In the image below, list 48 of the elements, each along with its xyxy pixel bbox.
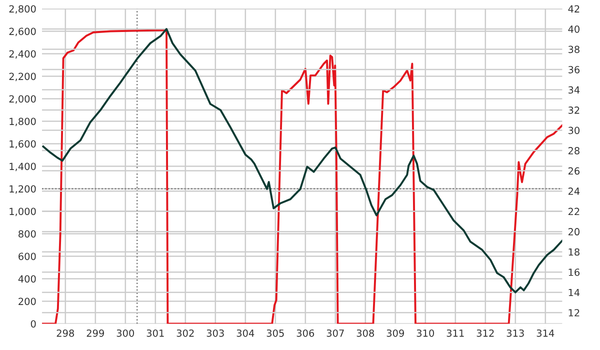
x-tick-label: 299: [86, 329, 104, 337]
x-tick-label: 305: [266, 329, 284, 337]
y2-tick-label: 42: [568, 5, 580, 12]
y-tick-label: 1,400: [10, 162, 36, 172]
y2-tick-label: 30: [568, 126, 580, 134]
y-tick-label: 1,200: [10, 185, 36, 194]
x-tick-label: 308: [356, 329, 374, 337]
y-tick-label: 2,800: [9, 5, 36, 14]
x-tick-label: 312: [476, 329, 494, 337]
x-tick-label: 300: [116, 329, 134, 337]
y2-tick-label: 28: [568, 147, 580, 154]
y2-tick-label: 12: [568, 309, 580, 316]
x-tick-label: 307: [326, 329, 344, 337]
y2-tick-label: 22: [568, 208, 580, 216]
x-tick-label: 311: [446, 329, 464, 337]
y-tick-label: 1,000: [10, 208, 36, 216]
y-tick-label: 800: [18, 230, 36, 238]
y-tick-label: 400: [18, 275, 36, 283]
x-tick-label: 304: [236, 329, 254, 337]
x-tick-label: 302: [176, 329, 194, 337]
y-tick-label: 2,000: [9, 95, 36, 104]
y-tick-label: 1,800: [10, 118, 36, 126]
y-tick-label: 2,200: [9, 72, 36, 82]
y2-tick-label: 26: [568, 167, 580, 175]
y-tick-label: 200: [18, 298, 36, 306]
x-tick-label: 298: [56, 329, 74, 337]
y2-tick-label: 40: [568, 25, 580, 33]
y-tick-label: 600: [18, 252, 36, 260]
x-tick-label: 303: [206, 329, 224, 337]
y-tick-label: 2,600: [9, 28, 36, 36]
y2-tick-label: 36: [568, 66, 580, 74]
y2-tick-label: 32: [568, 106, 580, 114]
x-tick-label: 301: [146, 329, 164, 337]
x-tick-label: 313: [506, 329, 524, 337]
y2-tick-label: 16: [568, 268, 580, 276]
y2-tick-label: 38: [568, 46, 580, 54]
y-tick-label: 1,600: [10, 140, 36, 149]
x-tick-label: 314: [536, 329, 554, 337]
y2-tick-label: 14: [568, 288, 580, 296]
y-tick-label: 2,400: [9, 50, 36, 59]
x-tick-label: 306: [296, 329, 314, 337]
y2-tick-label: 34: [568, 86, 580, 94]
y2-tick-label: 20: [568, 228, 580, 236]
x-tick-label: 310: [416, 329, 434, 337]
y2-tick-label: 18: [568, 248, 580, 256]
y2-tick-label: 24: [568, 188, 580, 195]
x-tick-label: 309: [386, 329, 404, 337]
y-tick-label: 0: [30, 320, 36, 328]
